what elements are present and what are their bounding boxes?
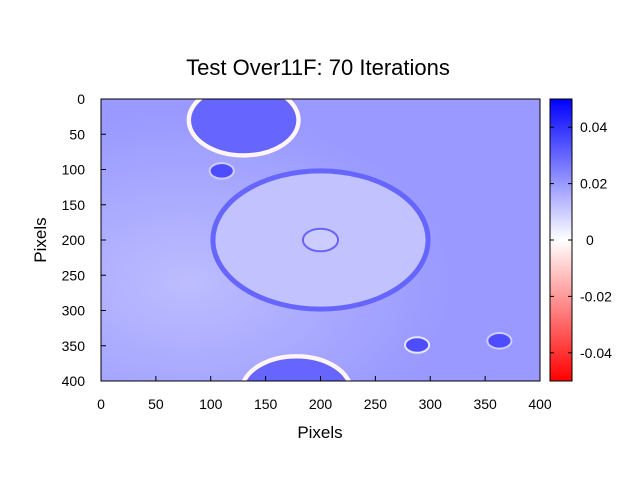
feature-circle-6 — [486, 332, 513, 350]
y-tick-label: 250 — [62, 267, 86, 283]
x-axis-ticks: 0 50 100 150 200 250 300 350 400 — [97, 376, 552, 412]
y-axis-label: Pixels — [31, 217, 50, 262]
x-tick-label: 0 — [97, 396, 105, 412]
feature-circle-5 — [404, 336, 431, 354]
plot-area — [101, 99, 540, 381]
y-tick-label: 100 — [62, 162, 86, 178]
colorbar-tick-label: -0.02 — [580, 288, 612, 304]
x-tick-label: 300 — [419, 396, 443, 412]
y-tick-label: 350 — [62, 338, 86, 354]
x-tick-label: 400 — [528, 396, 552, 412]
colorbar-tick-label: -0.04 — [580, 345, 612, 361]
x-tick-label: 250 — [364, 396, 388, 412]
colorbar-tick-label: 0.02 — [580, 176, 607, 192]
colorbar-tick-label: 0 — [586, 232, 594, 248]
colorbar-tick-label: 0.04 — [580, 119, 607, 135]
feature-circle-7 — [241, 354, 352, 381]
y-tick-label: 200 — [62, 232, 86, 248]
x-tick-label: 150 — [254, 396, 278, 412]
colorbar-ticks: 0.04 0.02 0 -0.02 -0.04 — [550, 119, 612, 361]
x-axis-label: Pixels — [297, 423, 342, 442]
feature-circle-2 — [301, 227, 340, 253]
x-tick-label: 200 — [309, 396, 333, 412]
y-tick-label: 400 — [62, 373, 86, 389]
x-tick-label: 100 — [199, 396, 223, 412]
y-tick-label: 150 — [62, 197, 86, 213]
x-tick-label: 50 — [148, 396, 164, 412]
x-tick-label: 350 — [473, 396, 497, 412]
y-tick-label: 300 — [62, 303, 86, 319]
y-tick-label: 50 — [69, 126, 85, 142]
feature-circle-4 — [208, 162, 235, 180]
chart-title: Test Over11F: 70 Iterations — [186, 55, 450, 80]
feature-circle-3 — [186, 99, 301, 158]
heatmap-features — [186, 99, 513, 381]
y-axis-ticks: 0 50 100 150 200 250 300 350 400 — [62, 91, 106, 389]
y-tick-label: 0 — [77, 91, 85, 107]
